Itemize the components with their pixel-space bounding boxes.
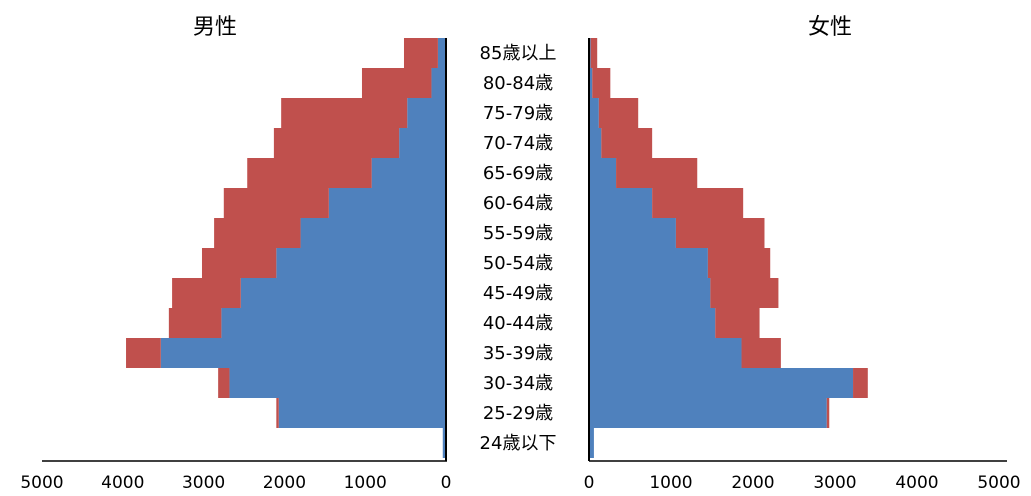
female-bar-series1 xyxy=(589,398,827,428)
male-bar-series1 xyxy=(431,68,446,98)
age-group-label: 60-64歳 xyxy=(483,193,553,214)
female-bar-series1 xyxy=(589,158,617,188)
female-bar-series2 xyxy=(590,38,598,68)
male-bar-series1 xyxy=(229,368,446,398)
female-bar-series1 xyxy=(589,128,602,158)
male-bar-series2 xyxy=(281,98,408,128)
male-bar-series2 xyxy=(247,158,372,188)
age-group-label: 30-34歳 xyxy=(483,373,553,394)
male-bar-series1 xyxy=(371,158,446,188)
female-bar-series2 xyxy=(707,248,771,278)
age-group-label: 80-84歳 xyxy=(483,73,553,94)
female-bar-series1 xyxy=(589,248,708,278)
male-bar-series1 xyxy=(221,308,446,338)
male-x-tick-label: 1000 xyxy=(344,473,387,493)
male-bar-series1 xyxy=(278,398,446,428)
male-bar-series2 xyxy=(168,308,222,338)
age-group-label: 70-74歳 xyxy=(483,133,553,154)
axis-layer: 5000 4000 3000 2000 1000 0 0 1000 2000 3000 4000 50… xyxy=(20,38,1021,493)
female-bar-series2 xyxy=(710,278,779,308)
age-group-label: 35-39歳 xyxy=(483,343,553,364)
male-bar-series2 xyxy=(214,218,301,248)
female-x-tick-label: 0 xyxy=(584,473,595,493)
female-bar-series1 xyxy=(589,308,716,338)
male-bar-series2 xyxy=(361,68,432,98)
age-group-label: 40-44歳 xyxy=(483,313,553,334)
age-group-label: 25-29歳 xyxy=(483,403,553,424)
female-bar-series1 xyxy=(589,368,854,398)
female-bar-series2 xyxy=(715,308,760,338)
female-bar-series2 xyxy=(652,188,744,218)
female-bar-series1 xyxy=(589,428,594,458)
female-x-tick-label: 4000 xyxy=(895,473,938,493)
age-group-label: 50-54歳 xyxy=(483,253,553,274)
age-group-label: 55-59歳 xyxy=(483,223,553,244)
female-bar-series2 xyxy=(675,218,765,248)
female-bar-series2 xyxy=(826,398,830,428)
age-group-label: 24歳以下 xyxy=(480,433,557,454)
female-bar-series2 xyxy=(741,338,781,368)
female-bar-series1 xyxy=(589,338,742,368)
male-bar-series1 xyxy=(160,338,446,368)
male-x-tick-label: 4000 xyxy=(101,473,144,493)
male-x-tick-label: 2000 xyxy=(263,473,306,493)
male-bar-series2 xyxy=(276,398,279,428)
age-group-label: 45-49歳 xyxy=(483,283,553,304)
age-group-label: 85歳以上 xyxy=(480,43,557,64)
male-bar-series2 xyxy=(201,248,277,278)
female-bar-series2 xyxy=(853,368,868,398)
male-bar-series2 xyxy=(172,278,241,308)
male-x-tick-label: 0 xyxy=(441,473,452,493)
male-bar-series1 xyxy=(240,278,446,308)
male-x-tick-label: 3000 xyxy=(182,473,225,493)
male-bar-series1 xyxy=(300,218,446,248)
age-group-label: 65-69歳 xyxy=(483,163,553,184)
female-x-tick-label: 3000 xyxy=(813,473,856,493)
female-bar-series1 xyxy=(589,278,711,308)
female-bar-series2 xyxy=(616,158,698,188)
female-panel-title: 女性 xyxy=(808,15,852,40)
female-bar-series1 xyxy=(589,188,653,218)
male-bar-series2 xyxy=(126,338,161,368)
female-bar-series2 xyxy=(601,128,653,158)
male-x-tick-label: 5000 xyxy=(20,473,63,493)
male-bar-series2 xyxy=(403,38,438,68)
female-bar-series2 xyxy=(598,98,639,128)
male-bar-series2 xyxy=(223,188,329,218)
female-x-tick-label: 2000 xyxy=(731,473,774,493)
female-bar-series2 xyxy=(592,68,611,98)
male-bar-series1 xyxy=(276,248,446,278)
female-bar-series1 xyxy=(589,218,676,248)
male-bar-series2 xyxy=(218,368,230,398)
female-x-tick-label: 1000 xyxy=(649,473,692,493)
male-bar-series1 xyxy=(399,128,446,158)
age-group-label: 75-79歳 xyxy=(483,103,553,124)
male-bar-series1 xyxy=(328,188,446,218)
female-x-tick-label: 5000 xyxy=(977,473,1020,493)
male-bar-series1 xyxy=(437,38,446,68)
male-bar-series1 xyxy=(442,428,446,458)
bar-layer xyxy=(126,38,868,458)
male-bar-series2 xyxy=(273,128,400,158)
male-bar-series1 xyxy=(407,98,446,128)
age-label-layer: 85歳以上 80-84歳 75-79歳 70-74歳 65-69歳 60-64歳 55-59… xyxy=(480,43,557,454)
female-bar-series1 xyxy=(589,98,599,128)
female-bar-series1 xyxy=(589,68,593,98)
male-panel-title: 男性 xyxy=(193,15,237,40)
